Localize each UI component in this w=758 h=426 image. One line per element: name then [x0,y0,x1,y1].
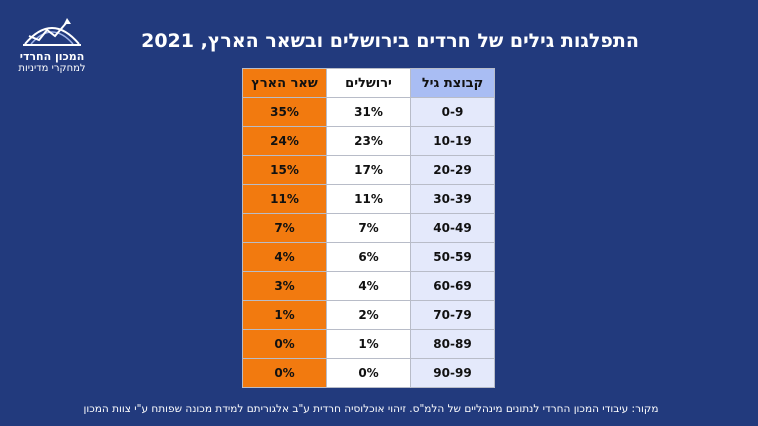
logo-building-icon [23,18,81,46]
cell-rest-of-country: 3% [242,271,327,301]
table-row: 40-49 7% 7% [242,213,495,243]
cell-jerusalem: 11% [326,184,411,214]
cell-rest-of-country: 0% [242,329,327,359]
cell-rest-of-country: 0% [242,358,327,388]
cell-jerusalem: 4% [326,271,411,301]
cell-rest-of-country: 35% [242,97,327,127]
header-jerusalem: ירושלים [326,68,411,98]
table-row: 80-89 1% 0% [242,329,495,359]
source-note: מקור: עיבודי המכון החרדי לנתונים מינהליי… [83,403,659,415]
cell-age-group: 0-9 [410,97,495,127]
table-row: 20-29 17% 15% [242,155,495,185]
table-row: 0-9 31% 35% [242,97,495,127]
table-row: 60-69 4% 3% [242,271,495,301]
institute-logo: המכון החרדי למחקרי מדיניות [12,14,92,74]
cell-rest-of-country: 24% [242,126,327,156]
table-row: 30-39 11% 11% [242,184,495,214]
cell-rest-of-country: 11% [242,184,327,214]
cell-jerusalem: 31% [326,97,411,127]
table-row: 90-99 0% 0% [242,358,495,388]
table-row: 50-59 6% 4% [242,242,495,272]
cell-age-group: 40-49 [410,213,495,243]
cell-jerusalem: 1% [326,329,411,359]
cell-jerusalem: 7% [326,213,411,243]
cell-rest-of-country: 1% [242,300,327,330]
cell-age-group: 70-79 [410,300,495,330]
table-row: 70-79 2% 1% [242,300,495,330]
table-row: 10-19 23% 24% [242,126,495,156]
cell-age-group: 30-39 [410,184,495,214]
logo-name: המכון החרדי [19,50,85,63]
cell-age-group: 20-29 [410,155,495,185]
cell-jerusalem: 23% [326,126,411,156]
cell-jerusalem: 6% [326,242,411,272]
cell-rest-of-country: 4% [242,242,327,272]
header-age-group: קבוצת גיל [410,68,495,98]
cell-rest-of-country: 7% [242,213,327,243]
cell-rest-of-country: 15% [242,155,327,185]
cell-age-group: 50-59 [410,242,495,272]
cell-age-group: 80-89 [410,329,495,359]
table-header-row: קבוצת גיל ירושלים שאר הארץ [242,68,495,98]
cell-age-group: 10-19 [410,126,495,156]
cell-age-group: 60-69 [410,271,495,301]
header-rest-of-country: שאר הארץ [242,68,327,98]
cell-age-group: 90-99 [410,358,495,388]
logo-subtitle: למחקרי מדיניות [18,63,86,74]
age-distribution-table: קבוצת גיל ירושלים שאר הארץ 0-9 31% 35% 1… [242,68,495,388]
cell-jerusalem: 0% [326,358,411,388]
cell-jerusalem: 2% [326,300,411,330]
page-title: התפלגות גילים של חרדים בירושלים ובשאר הא… [141,30,639,52]
cell-jerusalem: 17% [326,155,411,185]
